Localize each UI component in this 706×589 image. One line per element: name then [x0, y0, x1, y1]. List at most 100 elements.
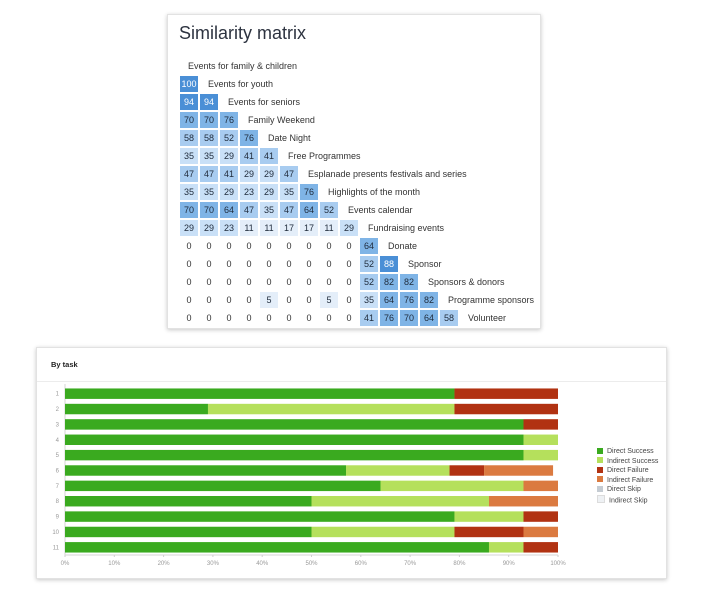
matrix-cell: 11: [240, 220, 258, 236]
matrix-row-label: Events for seniors: [228, 97, 301, 107]
task-label: 4: [56, 438, 60, 444]
matrix-cell: 100: [180, 76, 198, 92]
matrix-cell: 0: [186, 259, 192, 269]
bar-segment: [454, 388, 558, 399]
task-label: 2: [56, 407, 60, 413]
matrix-cell: 0: [246, 295, 252, 305]
x-tick-label: 70%: [404, 561, 417, 567]
matrix-cell: 0: [206, 259, 212, 269]
matrix-row-label: Events calendar: [348, 205, 413, 215]
matrix-cell: 0: [266, 259, 272, 269]
task-label: 8: [56, 499, 60, 505]
matrix-cell: 35: [200, 184, 218, 200]
bar-segment: [65, 388, 455, 399]
bar-segment: [523, 526, 558, 538]
matrix-row-label: Date Night: [268, 133, 311, 143]
matrix-cell: 0: [346, 295, 352, 305]
matrix-cell: 0: [346, 241, 352, 251]
bar-segment: [65, 419, 524, 430]
matrix-cell: 0: [226, 277, 232, 287]
matrix-cell: 0: [226, 295, 232, 305]
matrix-cell: 70: [180, 112, 198, 128]
x-tick-label: 80%: [453, 561, 466, 567]
x-tick-label: 30%: [207, 561, 220, 567]
matrix-cell: 0: [326, 277, 332, 287]
task-label: 10: [52, 530, 59, 536]
matrix-cell: 0: [286, 241, 292, 251]
matrix-row-label: Free Programmes: [288, 151, 361, 161]
similarity-matrix-title: Similarity matrix: [179, 23, 307, 43]
x-tick-label: 20%: [158, 561, 171, 567]
matrix-cell: 29: [240, 166, 258, 182]
bar-segment: [488, 496, 558, 507]
matrix-cell: 0: [246, 241, 252, 251]
by-task-title: By task: [51, 360, 78, 369]
matrix-cell: 0: [206, 295, 212, 305]
x-tick-label: 50%: [305, 561, 318, 567]
matrix-cell: 52: [360, 256, 378, 272]
matrix-cell: 35: [200, 148, 218, 164]
matrix-cell: 29: [220, 148, 238, 164]
bar-segment: [65, 403, 208, 415]
matrix-cell: 82: [400, 274, 418, 290]
task-label: 5: [56, 453, 60, 459]
bar-segment: [207, 403, 455, 415]
bar-segment: [346, 465, 450, 476]
matrix-cell: 52: [320, 202, 338, 218]
matrix-cell: 35: [180, 184, 198, 200]
matrix-cell: 47: [280, 202, 298, 218]
matrix-row-label: Volunteer: [468, 313, 507, 323]
bar-segment: [65, 480, 381, 492]
matrix-cell: 0: [186, 241, 192, 251]
bar-segment: [484, 465, 554, 476]
matrix-cell: 0: [306, 295, 312, 305]
bar-segment: [523, 542, 558, 553]
legend-item: Direct Failure: [597, 466, 649, 475]
matrix-cell: 5: [320, 292, 338, 308]
matrix-cell: 64: [380, 292, 398, 308]
matrix-cell: 0: [326, 259, 332, 269]
matrix-cell: 94: [180, 94, 198, 110]
matrix-cell: 0: [306, 241, 312, 251]
bar-segment: [523, 511, 558, 522]
matrix-cell: 0: [226, 241, 232, 251]
similarity-matrix-card: Similarity matrix Events for family & ch…: [167, 14, 541, 329]
matrix-cell: 0: [266, 277, 272, 287]
legend-swatch: [597, 466, 603, 473]
matrix-cell: 52: [220, 130, 238, 146]
bar-segment: [454, 511, 524, 522]
matrix-cell: 0: [206, 313, 212, 323]
x-tick-label: 40%: [256, 561, 269, 567]
matrix-cell: 0: [246, 313, 252, 323]
legend-label: Direct Skip: [607, 486, 641, 493]
matrix-cell: 0: [206, 277, 212, 287]
matrix-cell: 35: [280, 184, 298, 200]
matrix-cell: 41: [360, 310, 378, 326]
matrix-cell: 82: [380, 274, 398, 290]
task-label: 6: [56, 469, 60, 475]
matrix-cell: 29: [260, 166, 278, 182]
matrix-cell: 94: [200, 94, 218, 110]
bar-segment: [523, 449, 558, 461]
matrix-cell: 41: [260, 148, 278, 164]
matrix-cell: 0: [286, 259, 292, 269]
bar-segment: [488, 542, 524, 553]
matrix-cell: 58: [180, 130, 198, 146]
legend-label: Direct Success: [607, 448, 654, 455]
matrix-cell: 0: [346, 259, 352, 269]
matrix-cell: 35: [360, 292, 378, 308]
bar-segment: [65, 496, 312, 507]
bar-segment: [523, 434, 558, 445]
matrix-cell: 11: [320, 220, 338, 236]
matrix-cell: 0: [186, 313, 192, 323]
matrix-cell: 47: [200, 166, 218, 182]
matrix-cell: 0: [226, 259, 232, 269]
legend-label: Indirect Failure: [607, 476, 654, 484]
matrix-cell: 0: [186, 295, 192, 305]
legend-item: Indirect Success: [597, 457, 658, 466]
matrix-cell: 76: [220, 112, 238, 128]
matrix-cell: 0: [286, 313, 292, 323]
matrix-cell: 76: [380, 310, 398, 326]
matrix-cell: 58: [200, 130, 218, 146]
title-divider: [37, 381, 666, 382]
